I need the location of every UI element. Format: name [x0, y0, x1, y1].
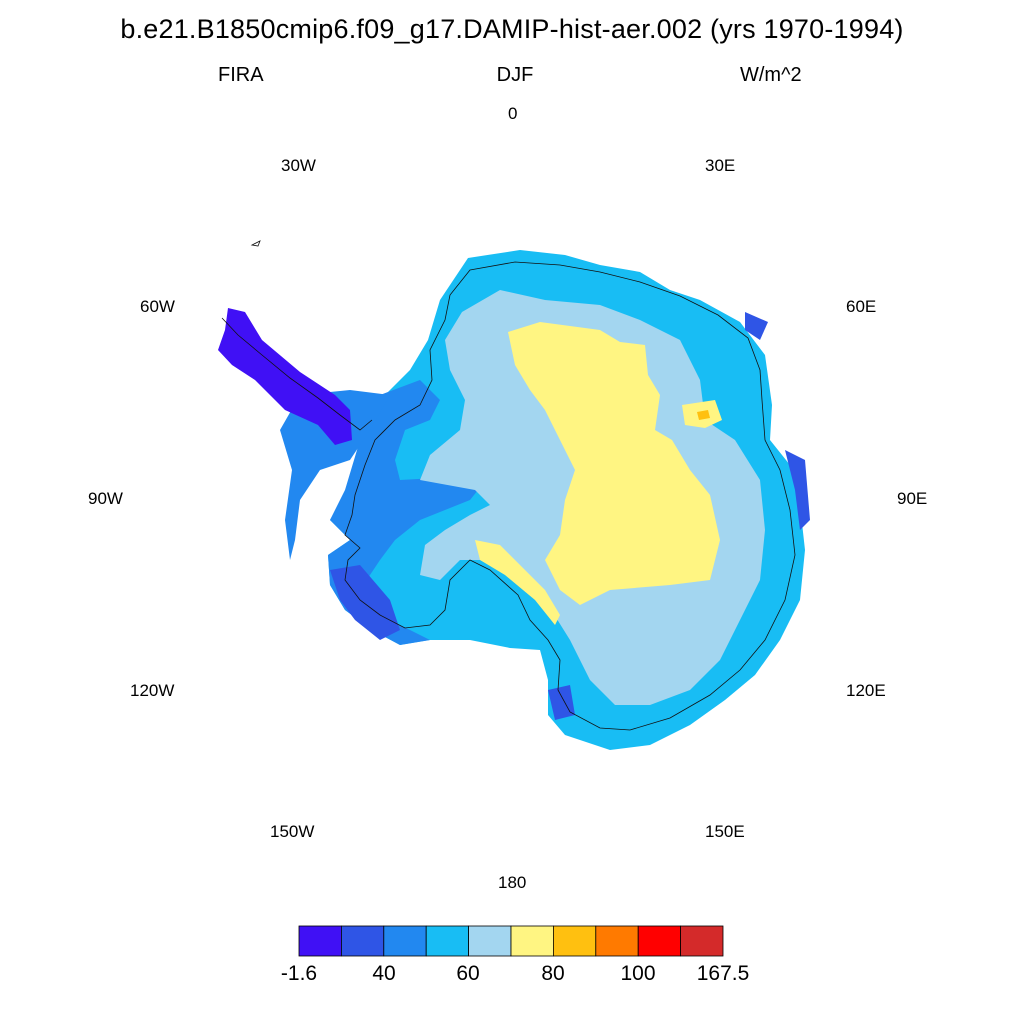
lon-label-60w: 60W: [140, 297, 175, 316]
colorbar-swatch-3: [425, 925, 470, 957]
lon-label-60e: 60E: [846, 297, 877, 316]
colorbar-swatch-5: [510, 925, 554, 957]
colorbar-label-60: 60: [456, 962, 480, 985]
dark-edge-amery: [548, 685, 575, 720]
ice-sheet-field: [218, 250, 810, 750]
west-margin-region: [328, 380, 490, 645]
coastline-path: [344, 261, 796, 731]
colorbar-swatch-7: [595, 925, 639, 957]
colorbar: [298, 925, 724, 957]
colorbar-swatch-6: [553, 925, 597, 957]
plateau-high-region: [508, 322, 720, 605]
colorbar-label-40: 40: [372, 962, 396, 985]
lon-label-180: 180: [498, 873, 527, 892]
colorbar-swatch-2: [383, 925, 427, 957]
lon-label-150w: 150W: [270, 822, 315, 841]
colorbar-label-max: 167.5: [696, 962, 750, 985]
colorbar-swatch-0: [298, 925, 342, 957]
lon-label-150e: 150E: [705, 822, 745, 841]
west-margin-arm: [280, 390, 390, 560]
units-label: W/m^2: [740, 64, 802, 86]
lon-label-120e: 120E: [846, 681, 886, 700]
dark-edge-east: [785, 450, 810, 530]
small-island-path: [250, 240, 261, 247]
colorbar-swatch-8: [637, 925, 682, 957]
lon-label-90w: 90W: [88, 489, 123, 508]
lon-label-120w: 120W: [130, 681, 175, 700]
lon-label-30w: 30W: [281, 156, 316, 175]
lon-label-30e: 30E: [705, 156, 736, 175]
lon-label-90e: 90E: [897, 489, 928, 508]
colorbar-label-80: 80: [541, 962, 565, 985]
colorbar-label-100: 100: [620, 962, 656, 985]
transantarctic-yellow-strip: [475, 540, 560, 625]
colorbar-swatch-9: [680, 925, 724, 957]
plot-title: b.e21.B1850cmip6.f09_g17.DAMIP-hist-aer.…: [120, 14, 904, 44]
season-label: DJF: [496, 64, 534, 86]
peninsula-coast-path: [221, 317, 373, 431]
colorbar-swatch-1: [340, 925, 385, 957]
lon-label-0: 0: [508, 104, 518, 123]
dark-edge-ne: [745, 312, 768, 340]
east-hotspot: [697, 410, 710, 420]
antarctic-peninsula: [218, 308, 352, 445]
colorbar-label-min: -1.6: [280, 962, 318, 985]
colorbar-swatch-4: [468, 925, 512, 957]
coastline: [221, 240, 796, 731]
variable-label: FIRA: [218, 64, 264, 86]
